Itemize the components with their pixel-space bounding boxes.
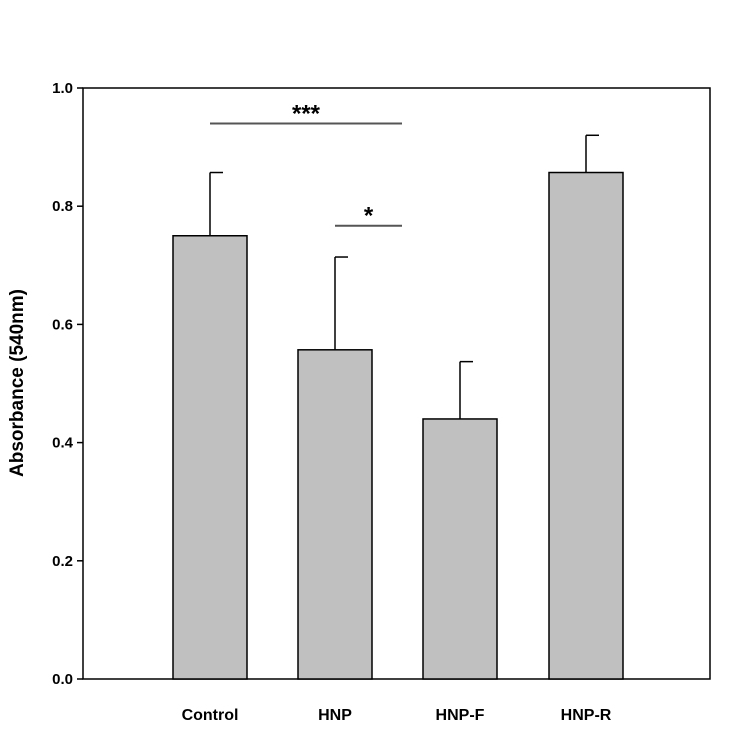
y-axis: 0.0 0.2 0.4 0.6 0.8 1.0 <box>52 80 83 688</box>
error-bars <box>210 135 599 419</box>
bar-HNP-R <box>549 173 623 679</box>
y-tick-label-4: 0.8 <box>52 198 73 215</box>
significance-annotations: **** <box>210 100 402 229</box>
significance-label-1: * <box>364 203 374 230</box>
x-tick-label-HNP: HNP <box>318 707 352 724</box>
y-tick-label-3: 0.6 <box>52 316 73 333</box>
bar-HNP <box>298 350 372 679</box>
y-tick-label-2: 0.4 <box>52 435 74 452</box>
x-axis-labels: Control HNP HNP-F HNP-R <box>182 707 612 724</box>
x-tick-label-Control: Control <box>182 707 239 724</box>
bar-Control <box>173 236 247 679</box>
x-tick-label-HNP-R: HNP-R <box>561 707 612 724</box>
y-axis-label: Absorbance (540nm) <box>7 289 28 477</box>
y-tick-label-1: 0.2 <box>52 553 73 570</box>
y-tick-label-5: 1.0 <box>52 80 73 97</box>
bar-HNP-F <box>423 419 497 679</box>
significance-label-0: *** <box>292 100 321 127</box>
y-tick-label-0: 0.0 <box>52 671 73 688</box>
bars <box>173 173 623 679</box>
x-tick-label-HNP-F: HNP-F <box>436 707 485 724</box>
